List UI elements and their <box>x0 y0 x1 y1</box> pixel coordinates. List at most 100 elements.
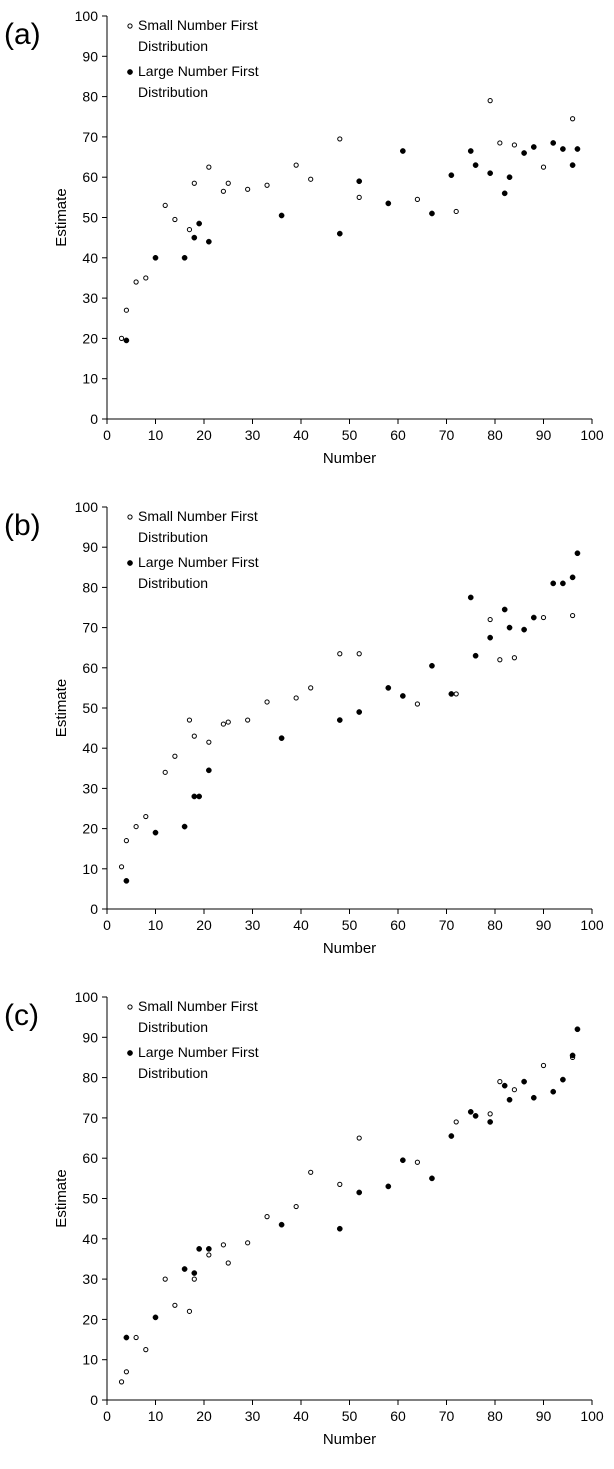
data-point-small-first <box>162 769 168 775</box>
data-point-large-first <box>181 254 188 261</box>
x-axis-label: Number <box>323 450 376 467</box>
y-tick-label: 100 <box>75 989 99 1005</box>
data-point-small-first <box>264 699 270 705</box>
x-tick-label: 70 <box>439 1408 455 1424</box>
data-point-large-first <box>521 1078 527 1085</box>
x-tick-label: 50 <box>342 917 358 933</box>
data-point-large-first <box>429 662 435 669</box>
y-tick-label: 80 <box>82 89 98 105</box>
data-point-small-first <box>414 701 420 707</box>
data-point-large-first <box>501 1082 508 1089</box>
data-point-large-first <box>336 1225 343 1232</box>
data-point-large-first <box>152 829 159 836</box>
data-point-small-first <box>511 142 518 148</box>
data-point-large-first <box>206 767 212 774</box>
legend-marker-large-first <box>127 560 133 566</box>
x-tick-label: 60 <box>390 917 406 933</box>
data-point-large-first <box>181 823 188 830</box>
data-point-large-first <box>278 735 285 742</box>
x-axis-label: Number <box>323 1431 376 1448</box>
data-point-small-first <box>186 1308 193 1314</box>
y-tick-label: 50 <box>82 1191 98 1207</box>
data-point-large-first <box>400 1157 406 1164</box>
legend-marker-small-first <box>127 514 133 520</box>
x-tick-label: 40 <box>293 917 309 933</box>
data-point-large-first <box>467 148 474 154</box>
data-point-small-first <box>487 1111 493 1117</box>
y-tick-label: 30 <box>82 1271 98 1287</box>
data-point-large-first <box>191 234 198 241</box>
data-point-small-first <box>118 864 125 870</box>
data-point-small-first <box>143 275 149 281</box>
data-point-large-first <box>123 337 130 344</box>
data-point-large-first <box>467 594 474 601</box>
data-point-large-first <box>429 210 435 217</box>
y-tick-label: 0 <box>90 411 98 427</box>
data-point-large-first <box>569 1052 576 1059</box>
y-tick-label: 30 <box>82 780 98 796</box>
chart-panel-3: (c) 0 10 20 30 40 50 60 70 80 90 100 0 10 20 30 40 50 60 70… <box>4 989 604 1448</box>
data-point-small-first <box>133 1334 139 1341</box>
data-point-small-first <box>540 164 547 170</box>
data-point-small-first <box>356 194 362 200</box>
data-point-large-first <box>560 580 566 587</box>
data-point-large-first <box>530 144 537 150</box>
data-point-large-first <box>336 717 343 723</box>
data-point-small-first <box>172 1302 178 1308</box>
y-axis-label: Estimate <box>53 1169 70 1227</box>
data-point-large-first <box>501 190 508 197</box>
data-point-large-first <box>501 606 508 613</box>
x-tick-label: 100 <box>580 427 604 443</box>
chart-panel-1: (a) 0 10 20 30 40 50 60 70 80 90 100 0 10 20 30 40 50 60 70… <box>4 8 604 467</box>
data-point-large-first <box>206 1246 212 1252</box>
data-point-large-first <box>181 1266 188 1272</box>
data-point-small-first <box>162 1276 168 1282</box>
data-point-large-first <box>521 150 527 156</box>
data-point-large-first <box>356 709 363 715</box>
y-tick-label: 70 <box>82 129 98 145</box>
y-axis-label: Estimate <box>53 679 70 737</box>
x-tick-label: 90 <box>536 1408 552 1424</box>
panel-label: (c) <box>4 999 39 1032</box>
data-point-small-first <box>172 216 178 223</box>
x-tick-label: 10 <box>148 427 164 443</box>
data-point-large-first <box>278 212 285 219</box>
y-tick-label: 30 <box>82 290 98 306</box>
data-point-small-first <box>191 1276 197 1282</box>
data-point-large-first <box>385 200 392 207</box>
data-point-large-first <box>206 238 212 245</box>
y-tick-label: 100 <box>75 8 99 24</box>
y-tick-label: 100 <box>75 499 99 515</box>
y-tick-label: 20 <box>82 821 98 837</box>
data-point-small-first <box>245 1240 251 1246</box>
x-tick-label: 20 <box>196 917 212 933</box>
x-tick-label: 30 <box>245 427 261 443</box>
data-point-small-first <box>206 739 212 745</box>
y-tick-label: 10 <box>82 1352 98 1368</box>
x-tick-label: 100 <box>580 1408 604 1424</box>
data-point-large-first <box>429 1175 435 1182</box>
data-point-large-first <box>196 220 202 227</box>
data-point-small-first <box>143 1347 149 1353</box>
y-tick-label: 90 <box>82 1029 98 1045</box>
legend-marker-large-first <box>127 69 133 75</box>
data-point-small-first <box>143 813 149 820</box>
y-tick-label: 50 <box>82 210 98 226</box>
data-point-small-first <box>186 717 193 723</box>
data-point-small-first <box>245 717 251 723</box>
data-point-large-first <box>385 1183 392 1190</box>
data-point-large-first <box>152 1314 159 1321</box>
data-point-large-first <box>472 162 479 168</box>
data-point-small-first <box>264 1214 270 1220</box>
data-point-small-first <box>487 98 493 104</box>
data-point-small-first <box>245 186 251 192</box>
data-point-small-first <box>186 226 193 233</box>
y-axis-label: Estimate <box>53 188 70 246</box>
data-point-small-first <box>337 651 343 657</box>
data-point-large-first <box>448 1133 455 1139</box>
x-tick-label: 90 <box>536 917 552 933</box>
data-point-large-first <box>569 162 576 168</box>
x-tick-label: 80 <box>487 1408 503 1424</box>
y-tick-label: 80 <box>82 1070 98 1086</box>
